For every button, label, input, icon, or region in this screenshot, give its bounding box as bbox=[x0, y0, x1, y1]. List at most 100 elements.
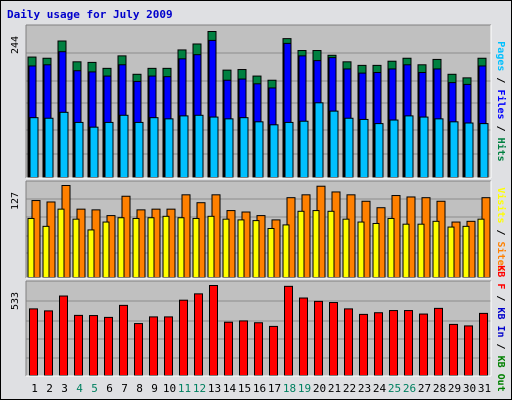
pages-bar bbox=[194, 114, 204, 178]
kb-bar bbox=[224, 321, 233, 377]
visits-bar bbox=[357, 221, 365, 278]
chart-title: Daily usage for July 2009 bbox=[7, 8, 173, 21]
pages-bar bbox=[329, 110, 339, 178]
visits-bar bbox=[87, 229, 95, 279]
kb-bar bbox=[329, 302, 338, 376]
kb-bar bbox=[254, 322, 263, 376]
x-tick-label: 15 bbox=[238, 382, 251, 395]
pages-bar bbox=[44, 117, 54, 179]
kb-bar bbox=[404, 310, 413, 376]
x-tick-label: 24 bbox=[373, 382, 387, 395]
pages-bar bbox=[239, 117, 249, 178]
visits-bar bbox=[147, 217, 155, 278]
x-tick-label: 20 bbox=[313, 382, 326, 395]
visits-bar bbox=[42, 225, 50, 278]
pages-bar bbox=[344, 117, 354, 179]
visits-bar bbox=[447, 226, 455, 278]
x-tick-label: 25 bbox=[388, 382, 401, 395]
x-tick-label: 11 bbox=[178, 382, 191, 395]
kb-bar bbox=[479, 312, 488, 377]
x-tick-label: 2 bbox=[46, 382, 53, 395]
kb-bar bbox=[314, 300, 323, 376]
visits-bar bbox=[132, 217, 140, 279]
x-tick-label: 23 bbox=[358, 382, 371, 395]
panel-1-ymax-label: 244 bbox=[10, 36, 21, 54]
x-tick-label: 1 bbox=[31, 382, 38, 395]
visits-bar bbox=[387, 217, 395, 279]
pages-bar bbox=[299, 120, 309, 178]
panel-1-legend-separator: / bbox=[495, 71, 506, 89]
panel-3-legend-kb-out: KB Out bbox=[495, 356, 506, 392]
pages-bar bbox=[164, 118, 174, 179]
pages-bar bbox=[464, 122, 474, 179]
visits-bar bbox=[162, 215, 170, 278]
x-tick-label: 19 bbox=[298, 382, 311, 395]
pages-bar bbox=[209, 116, 219, 178]
visits-bar bbox=[327, 210, 335, 278]
x-tick-label: 21 bbox=[328, 382, 341, 395]
visits-bar bbox=[267, 227, 275, 278]
kb-bar bbox=[374, 312, 383, 376]
visits-bar bbox=[342, 218, 350, 279]
visits-bar bbox=[177, 217, 185, 278]
kb-bar bbox=[359, 313, 368, 376]
kb-bar bbox=[119, 304, 128, 376]
visits-bar bbox=[207, 215, 215, 278]
pages-bar bbox=[59, 111, 69, 178]
pages-bar bbox=[374, 123, 384, 178]
kb-bar bbox=[464, 325, 473, 376]
kb-bar bbox=[149, 316, 158, 376]
kb-bar bbox=[284, 285, 293, 376]
pages-bar bbox=[284, 121, 294, 179]
x-tick-label: 18 bbox=[283, 382, 296, 395]
pages-bar bbox=[224, 118, 234, 179]
kb-bar bbox=[194, 293, 203, 376]
visits-bar bbox=[312, 210, 320, 278]
kb-bar bbox=[299, 297, 308, 376]
visits-bar bbox=[462, 225, 470, 278]
x-tick-label: 16 bbox=[253, 382, 266, 395]
visits-bar bbox=[372, 222, 380, 278]
x-tick-label: 22 bbox=[343, 382, 356, 395]
kb-bar bbox=[449, 323, 458, 376]
visits-bar bbox=[102, 221, 110, 278]
kb-bar bbox=[389, 310, 398, 376]
x-tick-label: 9 bbox=[151, 382, 158, 395]
pages-bar bbox=[104, 121, 114, 179]
kb-bar bbox=[89, 315, 98, 376]
visits-bar bbox=[297, 210, 305, 278]
pages-bar bbox=[314, 102, 324, 178]
panel-3-legend-separator: / bbox=[495, 338, 506, 356]
kb-bar bbox=[434, 307, 443, 376]
pages-bar bbox=[269, 124, 279, 178]
kb-bar bbox=[44, 310, 53, 376]
x-tick-label: 26 bbox=[403, 382, 416, 395]
kb-bar bbox=[344, 308, 353, 376]
x-tick-label: 5 bbox=[91, 382, 98, 395]
pages-bar bbox=[449, 121, 459, 178]
panel-1-legend-hits: Hits bbox=[495, 138, 507, 162]
pages-bar bbox=[389, 119, 399, 178]
pages-bar bbox=[179, 115, 189, 178]
pages-bar bbox=[404, 115, 414, 178]
pages-bar bbox=[434, 118, 444, 179]
visits-bar bbox=[192, 217, 200, 279]
pages-bar bbox=[29, 117, 39, 178]
pages-bar bbox=[119, 114, 129, 178]
pages-bar bbox=[479, 123, 489, 178]
kb-bar bbox=[29, 308, 38, 376]
pages-bar bbox=[134, 121, 144, 179]
visits-bar bbox=[237, 219, 245, 279]
visits-bar bbox=[432, 220, 440, 278]
visits-bar bbox=[402, 223, 410, 279]
kb-bar bbox=[74, 314, 83, 377]
kb-bar bbox=[164, 316, 173, 376]
x-tick-label: 3 bbox=[61, 382, 68, 395]
visits-bar bbox=[57, 208, 65, 279]
pages-bar bbox=[89, 126, 99, 178]
x-tick-label: 29 bbox=[448, 382, 461, 395]
x-tick-label: 17 bbox=[268, 382, 281, 395]
kb-bar bbox=[134, 323, 143, 376]
panel-3-ymax-label: 533 bbox=[10, 292, 21, 310]
